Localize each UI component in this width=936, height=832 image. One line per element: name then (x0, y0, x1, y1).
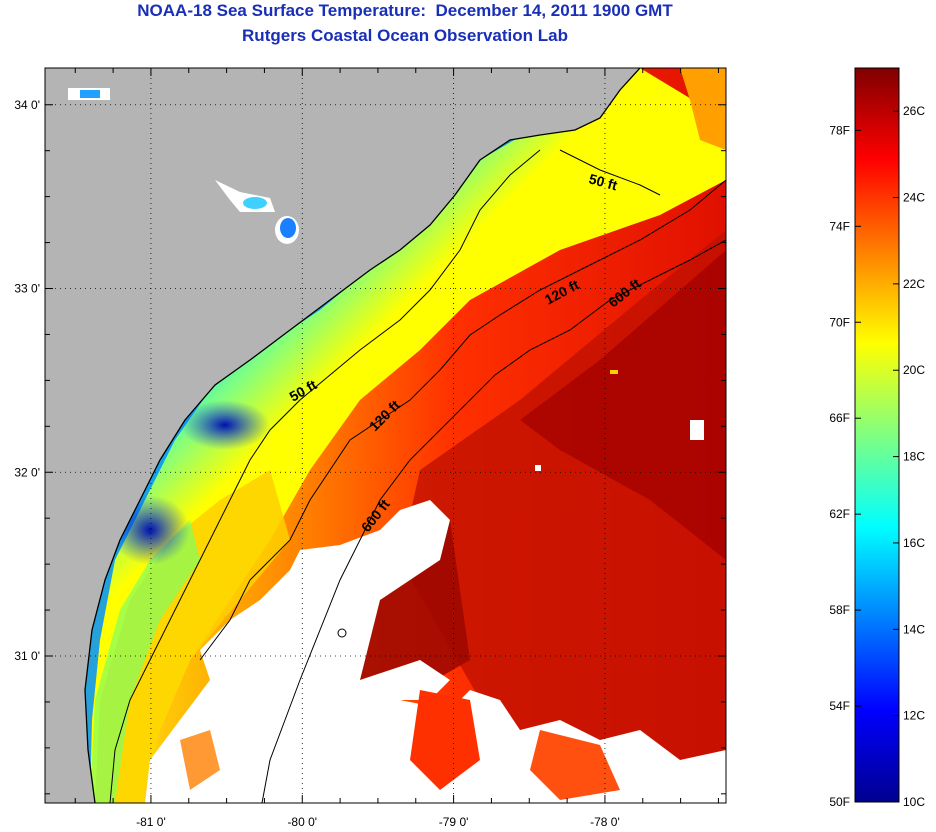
axis-labels: -81 0' -80 0' -79 0' -78 0' 34 0' 33 0' 32 0' 3… (14, 98, 619, 829)
map-frame (44, 67, 727, 804)
colorbar-fahrenheit-label: 66F (829, 411, 850, 425)
colorbar: 26C 24C 22C 20C 18C 16C 14C 12C 10C 78F 74F 70F 66F… (829, 67, 925, 809)
map-title: NOAA-18 Sea Surface Temperature: Decembe… (137, 1, 673, 20)
contour-600ft (261, 239, 726, 803)
contour-120ft (199, 179, 726, 661)
cloud-cover (145, 500, 726, 803)
lon-tick-label: -79 0' (439, 815, 469, 829)
contour-50ft (109, 149, 661, 803)
lon-tick-label: -78 0' (590, 815, 620, 829)
colorbar-fahrenheit-label: 70F (829, 315, 850, 329)
colorbar-ticks (855, 110, 899, 803)
colorbar-fahrenheit-label: 54F (829, 699, 850, 713)
axis-ticks (45, 68, 726, 803)
colorbar-celsius-label: 26C (903, 104, 925, 118)
colorbar-fahrenheit-label: 50F (829, 795, 850, 809)
colorbar-fahrenheit-labels: 78F 74F 70F 66F 62F 58F 54F 50F (829, 123, 850, 809)
colorbar-celsius-label: 22C (903, 277, 925, 291)
lon-tick-label: -80 0' (287, 815, 317, 829)
map-imagery: 50 ft 50 ft 120 ft 120 ft 600 ft 600 ft (45, 68, 726, 803)
coastline (84, 68, 641, 803)
colorbar-celsius-label: 20C (903, 363, 925, 377)
colorbar-celsius-label: 10C (903, 795, 925, 809)
graticule (45, 68, 726, 803)
map-subtitle: Rutgers Coastal Ocean Observation Lab (242, 26, 568, 45)
colorbar-celsius-label: 12C (903, 709, 925, 723)
lon-tick-label: -81 0' (136, 815, 166, 829)
lat-tick-label: 33 0' (14, 282, 40, 296)
lat-tick-label: 34 0' (14, 98, 40, 112)
colorbar-celsius-labels: 26C 24C 22C 20C 18C 16C 14C 12C 10C (903, 104, 925, 809)
colorbar-celsius-label: 18C (903, 450, 925, 464)
colorbar-fahrenheit-label: 74F (829, 219, 850, 233)
land (45, 68, 640, 803)
colorbar-celsius-label: 24C (903, 191, 925, 205)
colorbar-fahrenheit-label: 78F (829, 123, 850, 137)
contour-label-50ft-north: 50 ft (587, 170, 619, 193)
colorbar-fahrenheit-label: 58F (829, 603, 850, 617)
colorbar-celsius-label: 16C (903, 536, 925, 550)
colorbar-scale (854, 67, 900, 803)
colorbar-celsius-label: 14C (903, 622, 925, 636)
lat-tick-label: 31 0' (14, 649, 40, 663)
colorbar-fahrenheit-label: 62F (829, 507, 850, 521)
lat-tick-label: 32 0' (14, 465, 40, 479)
